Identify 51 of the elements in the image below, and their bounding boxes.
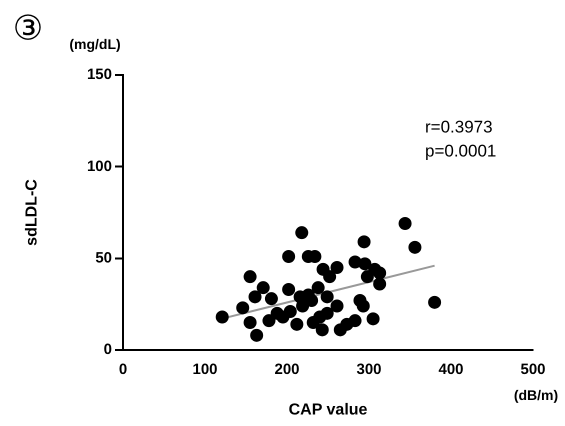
point [284,305,297,318]
text: (mg/dL) [69,36,121,52]
text: ③ [12,9,44,48]
point [256,281,270,294]
point [262,314,276,328]
point [316,323,329,336]
y-tick-label: 150 [86,66,112,84]
x-tick-label: 300 [356,361,382,378]
point [358,235,371,248]
point [408,240,422,254]
point [282,283,296,296]
point [373,266,386,280]
point [282,250,296,263]
point [373,278,386,290]
point [306,316,320,329]
point [320,290,334,304]
point [356,300,370,312]
point [244,270,257,284]
point [366,312,380,326]
point [216,310,229,324]
x-tick-label: 100 [192,361,218,378]
annotation: p=0.0001 [425,142,496,161]
point [290,318,304,331]
point [358,257,372,270]
x-axis-title: CAP value [288,401,368,418]
y-tick-label: 0 [104,341,112,358]
point [248,290,262,304]
y-tick-label: 100 [86,158,112,175]
point [264,292,278,306]
x-tick-label: 400 [438,361,464,378]
point [270,306,284,320]
point [295,226,308,240]
y-axis-title: sdLDL-C [23,178,40,246]
point [244,316,257,329]
annotation: r=0.3973 [425,118,493,137]
point [330,300,344,312]
y-tick-label: 50 [95,249,112,266]
point [360,270,374,284]
point [312,281,325,294]
x-tick-label: 200 [274,361,300,378]
text: (dB/m) [514,386,558,403]
x-tick-label: 500 [520,361,546,378]
point [250,328,264,342]
point [236,301,250,314]
point [330,261,344,274]
point [348,314,362,328]
x-tick-label: 0 [118,361,128,378]
point [398,217,412,230]
point [320,306,334,320]
point [323,270,336,284]
point [428,296,442,309]
